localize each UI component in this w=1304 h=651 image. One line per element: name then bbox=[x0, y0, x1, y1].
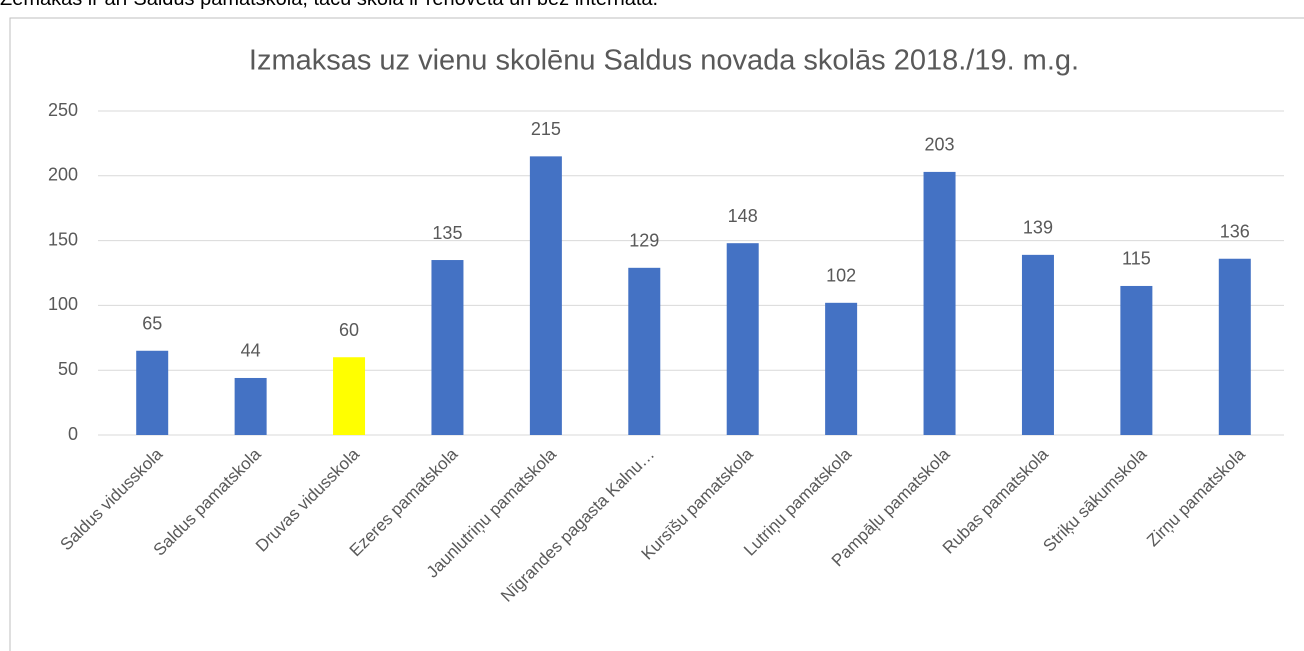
data-label: 148 bbox=[728, 206, 758, 226]
chart-border bbox=[9, 17, 1304, 651]
bar bbox=[1021, 254, 1054, 435]
chart-title: Izmaksas uz vienu skolēnu Saldus novada … bbox=[249, 45, 1079, 77]
x-tick-label: Zirņu pamatskola bbox=[1143, 444, 1249, 550]
x-tick-label: Striķu sākumskola bbox=[1039, 444, 1150, 555]
y-tick-label: 100 bbox=[48, 294, 78, 314]
data-label: 44 bbox=[241, 341, 261, 361]
bar bbox=[923, 171, 956, 436]
bar bbox=[726, 243, 759, 435]
bar bbox=[136, 350, 169, 435]
bar bbox=[431, 260, 464, 435]
bar bbox=[628, 267, 661, 435]
data-label: 136 bbox=[1220, 221, 1250, 241]
x-tick-label: Ezeres pamatskola bbox=[346, 444, 462, 560]
y-tick-label: 200 bbox=[48, 165, 78, 185]
y-tick-label: 0 bbox=[68, 424, 78, 444]
y-tick-label: 250 bbox=[48, 100, 78, 120]
data-label: 215 bbox=[531, 119, 561, 139]
x-tick-label: Druvas vidusskola bbox=[252, 444, 363, 555]
data-label: 115 bbox=[1122, 249, 1151, 269]
data-label: 102 bbox=[826, 266, 856, 286]
bar bbox=[234, 377, 267, 435]
bar bbox=[825, 302, 858, 435]
data-label: 65 bbox=[142, 314, 162, 334]
bar bbox=[333, 357, 366, 435]
caption: Zemākās ir arī Saldus pamatskolā, tāču s… bbox=[0, 0, 658, 11]
x-tick-label: Lutriņu pamatskola bbox=[740, 444, 855, 559]
data-label: 139 bbox=[1023, 218, 1053, 238]
data-label: 203 bbox=[925, 135, 955, 155]
data-label: 129 bbox=[629, 231, 659, 251]
x-tick-label: Saldus pamatskola bbox=[150, 444, 265, 559]
x-tick-label: Kursīšu pamatskola bbox=[638, 444, 757, 563]
y-tick-label: 150 bbox=[48, 229, 78, 249]
x-tick-label: Rubas pamatskola bbox=[939, 444, 1052, 557]
data-label: 60 bbox=[339, 320, 359, 340]
bar bbox=[1218, 258, 1251, 435]
x-tick-label: Saldus vidusskola bbox=[57, 444, 167, 554]
bar bbox=[1120, 285, 1153, 435]
bar bbox=[529, 156, 562, 436]
y-tick-label: 50 bbox=[58, 359, 78, 379]
data-label: 135 bbox=[432, 223, 462, 243]
